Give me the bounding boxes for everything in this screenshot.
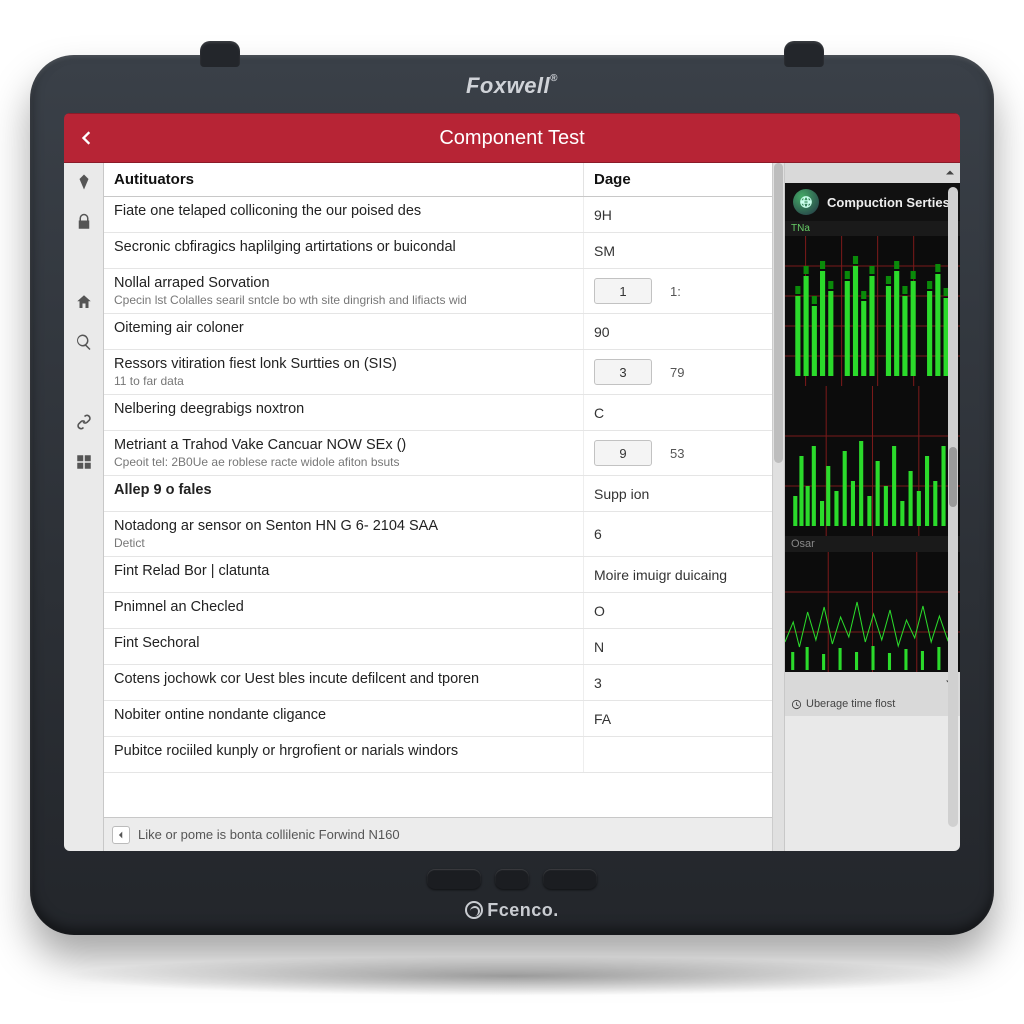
column-header-value: Dage — [584, 163, 772, 196]
chart-pulse — [785, 386, 960, 536]
value-input[interactable]: 1 — [594, 278, 652, 304]
table-row[interactable]: Nobiter ontine nondante cligance FA — [104, 701, 772, 737]
side-footer: Uberage time flost — [785, 692, 960, 716]
status-text: Like or pome is bonta collilenic Forwind… — [138, 827, 400, 842]
device-brand-bottom: Fcenco. — [30, 900, 994, 921]
diamond-icon[interactable] — [71, 169, 97, 195]
side-scrollbar[interactable] — [948, 187, 958, 827]
hw-button[interactable] — [543, 869, 597, 889]
row-value: Moire imuigr duicaing — [594, 567, 727, 583]
row-value: Supp ion — [594, 486, 649, 502]
row-label: Pnimnel an Checled — [114, 599, 573, 615]
row-label: Ressors vitiration fiest lonk Surtties o… — [114, 356, 573, 372]
chart-wave — [785, 552, 960, 672]
row-subtext: 11 to far data — [114, 374, 573, 388]
value-aux: 53 — [670, 446, 684, 461]
row-value: FA — [594, 711, 611, 727]
table-row[interactable]: Cotens jochowk cor Uest bles incute defi… — [104, 665, 772, 701]
row-value: 9H — [594, 207, 612, 223]
row-label: Nelbering deegrabigs noxtron — [114, 401, 573, 417]
home-icon[interactable] — [71, 289, 97, 315]
spacer-icon — [71, 369, 97, 395]
row-value: SM — [594, 243, 615, 259]
device-frame: Foxwell® Component Test — [30, 55, 994, 935]
table-header: Autituators Dage — [104, 163, 772, 197]
device-bump — [200, 41, 240, 67]
row-value: O — [594, 603, 605, 619]
status-bar: Like or pome is bonta collilenic Forwind… — [104, 817, 772, 851]
scrollbar-thumb[interactable] — [774, 163, 783, 463]
spacer-icon — [71, 249, 97, 275]
row-subtext: Cpecin lst Colalles searil sntcle bo wth… — [114, 293, 573, 307]
column-header-actuators: Autituators — [104, 163, 584, 196]
table-row[interactable]: Fiate one telaped colliconing the our po… — [104, 197, 772, 233]
lock-icon[interactable] — [71, 209, 97, 235]
row-label: Cotens jochowk cor Uest bles incute defi… — [114, 671, 573, 687]
side-panel-header: Compuction Serties — [785, 183, 960, 221]
value-aux: 1: — [670, 284, 681, 299]
row-label: Allep 9 o fales — [114, 482, 573, 498]
table-row[interactable]: Oiteming air coloner 90 — [104, 314, 772, 350]
side-scrollbar-thumb[interactable] — [949, 447, 957, 507]
chart-equalizer — [785, 236, 960, 386]
table-row[interactable]: Fint Sechoral N — [104, 629, 772, 665]
table-row[interactable]: Fint Relad Bor | clatunta Moire imuigr du… — [104, 557, 772, 593]
clock-icon — [791, 699, 802, 710]
row-label: Fint Sechoral — [114, 635, 573, 651]
page-title: Component Test — [64, 127, 960, 150]
status-prev-button[interactable] — [112, 826, 130, 844]
table-row[interactable]: Pnimnel an Checled O — [104, 593, 772, 629]
table-row[interactable]: Secronic cbfiragics haplilging artirtati… — [104, 233, 772, 269]
row-value: 3 — [594, 675, 602, 691]
side-scroll-down[interactable] — [785, 672, 960, 692]
table-row[interactable]: Allep 9 o fales Supp ion — [104, 476, 772, 512]
app-header: Component Test — [64, 113, 960, 163]
row-label: Nobiter ontine nondante cligance — [114, 707, 573, 723]
side-panel-title: Compuction Serties — [827, 195, 950, 210]
link-icon[interactable] — [71, 409, 97, 435]
screen: Component Test Autituators — [64, 113, 960, 851]
value-input[interactable]: 9 — [594, 440, 652, 466]
row-subtext: Cpeoit tel: 2B0Ue ae roblese racte widol… — [114, 455, 573, 469]
table-row[interactable]: Nollal arraped Sorvation Cpecin lst Colal… — [104, 269, 772, 314]
table-row[interactable]: Notadong ar sensor on Senton HN G 6- 210… — [104, 512, 772, 557]
main-scrollbar[interactable] — [772, 163, 784, 851]
table-body[interactable]: Fiate one telaped colliconing the our po… — [104, 197, 772, 817]
row-label: Fint Relad Bor | clatunta — [114, 563, 573, 579]
icon-rail — [64, 163, 104, 851]
search-icon[interactable] — [71, 329, 97, 355]
hardware-buttons — [30, 869, 994, 889]
device-brand-top: Foxwell® — [30, 73, 994, 99]
side-scroll-up[interactable] — [785, 163, 960, 183]
row-label: Oiteming air coloner — [114, 320, 573, 336]
side-panel: Compuction Serties TNa — [784, 163, 960, 851]
grid-icon[interactable] — [71, 449, 97, 475]
main-content: Autituators Dage Fiate one telaped colli… — [104, 163, 772, 851]
back-button[interactable] — [64, 113, 108, 163]
row-label: Pubitce rociiled kunply or hrgrofient or… — [114, 743, 573, 759]
table-row[interactable]: Ressors vitiration fiest lonk Surtties o… — [104, 350, 772, 395]
row-label: Fiate one telaped colliconing the our po… — [114, 203, 573, 219]
table-row[interactable]: Metriant a Trahod Vake Cancuar NOW SEx (… — [104, 431, 772, 476]
globe-icon — [793, 189, 819, 215]
chart2-label: Osar — [785, 536, 960, 552]
hw-button[interactable] — [427, 869, 481, 889]
row-label: Metriant a Trahod Vake Cancuar NOW SEx (… — [114, 437, 573, 453]
table-row[interactable]: Nelbering deegrabigs noxtron C — [104, 395, 772, 431]
hw-button[interactable] — [495, 869, 529, 889]
device-bump — [784, 41, 824, 67]
table-row[interactable]: Pubitce rociiled kunply or hrgrofient or… — [104, 737, 772, 773]
row-value: 6 — [594, 526, 602, 542]
row-value: N — [594, 639, 604, 655]
row-value: C — [594, 405, 604, 421]
value-input[interactable]: 3 — [594, 359, 652, 385]
row-label: Nollal arraped Sorvation — [114, 275, 573, 291]
row-subtext: Detict — [114, 536, 573, 550]
chart1-label: TNa — [785, 221, 960, 236]
value-aux: 79 — [670, 365, 684, 380]
side-footer-text: Uberage time flost — [806, 698, 895, 710]
row-label: Secronic cbfiragics haplilging artirtati… — [114, 239, 573, 255]
row-label: Notadong ar sensor on Senton HN G 6- 210… — [114, 518, 573, 534]
row-value: 90 — [594, 324, 610, 340]
